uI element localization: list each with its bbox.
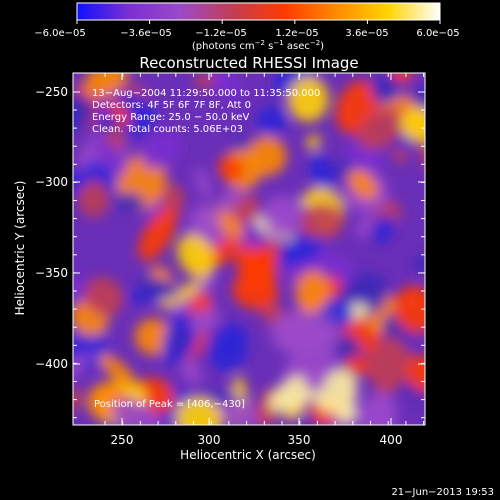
units-exp3: −2 [310, 39, 320, 47]
colorbar-tick-label-1: −3.6e−05 [120, 28, 172, 39]
image-blob [209, 323, 249, 372]
image-blob [359, 391, 397, 425]
image-blob [207, 73, 240, 99]
units-exp1: −2 [255, 39, 265, 47]
image-blob [410, 85, 425, 109]
image-blob [369, 336, 409, 394]
image-blob [233, 195, 260, 224]
units-close: ) [320, 41, 324, 52]
image-blob [175, 396, 223, 425]
colorbar-tick-label-4: 3.6e−05 [345, 28, 388, 39]
annotation-time-range: 13−Aug−2004 11:29:50.000 to 11:35:50.000 [92, 88, 320, 99]
image-blob [334, 256, 353, 288]
image-blob [306, 134, 321, 150]
colorbar-ticks [76, 20, 441, 24]
annotation-energy-range: Energy Range: 25.0 − 50.0 keV [92, 112, 249, 123]
image-blob [356, 107, 406, 150]
image-blob [344, 355, 373, 375]
annotation-detectors: Detectors: 4F 5F 6F 7F 8F, Att 0 [92, 100, 251, 111]
image-blob [309, 155, 335, 190]
x-axis-label: Heliocentric X (arcsec) [180, 448, 316, 462]
image-blob [98, 353, 135, 386]
image-blob [73, 104, 78, 124]
image-blob [372, 214, 395, 244]
y-tick-label-neg400: −400 [35, 357, 68, 371]
image-blob [84, 277, 124, 316]
image-blob [285, 322, 337, 352]
image-blob [78, 180, 110, 218]
colorbar-tick-label-5: 6.0e−05 [416, 28, 459, 39]
image-blob [356, 214, 374, 239]
image-blob [176, 234, 216, 278]
units-main: (photons cm [192, 41, 255, 52]
image-blob [300, 413, 321, 425]
image-blob [138, 207, 177, 261]
units-asec: asec [284, 41, 310, 52]
image-blob [256, 106, 287, 136]
x-tick-label-400: 400 [380, 433, 403, 447]
colorbar-tick-label-0: −6.0e−05 [34, 28, 86, 39]
colorbar-tick-label-3: 1.2e−05 [275, 28, 318, 39]
image-blob [162, 310, 200, 366]
image-blob [195, 167, 211, 200]
image-blob [139, 131, 181, 170]
x-tick-label-350: 350 [288, 433, 311, 447]
image-blob [159, 281, 202, 309]
colorbar-tick-label-2: −1.2e−05 [195, 28, 247, 39]
image-blob [287, 346, 341, 379]
colorbar-units-label: (photons cm−2 s−1 asec−2) [192, 39, 324, 52]
footer-timestamp: 21−Jun−2013 19:53 [391, 487, 494, 498]
image-blob [137, 275, 179, 299]
image-blob [218, 156, 243, 182]
axis-ticks [73, 73, 425, 425]
image-blob [179, 358, 203, 385]
x-tick-label-250: 250 [111, 433, 134, 447]
image-blob [347, 169, 378, 200]
image-blob [73, 352, 92, 390]
plot-frame [72, 72, 426, 426]
image-blob [232, 272, 279, 310]
image-blob [83, 73, 129, 98]
annotation-total-counts: Clean. Total counts: 5.06E+03 [92, 124, 243, 135]
image-blob [93, 137, 127, 175]
image-blob [287, 76, 329, 122]
x-tick-label-300: 300 [198, 433, 221, 447]
y-tick-label-neg350: −350 [35, 266, 68, 280]
image-blob [335, 158, 353, 180]
annotation-peak-position: Position of Peak = [406,−430] [94, 399, 245, 410]
y-tick-label-neg300: −300 [35, 175, 68, 189]
image-blob [402, 355, 425, 394]
image-blob [178, 273, 215, 314]
image-blob [190, 308, 212, 335]
units-s: s [265, 41, 273, 52]
image-blobs [73, 73, 425, 425]
image-blob [390, 73, 413, 84]
image-blob [73, 388, 82, 415]
image-blob [111, 399, 163, 425]
plot-title: Reconstructed RHESSI Image [139, 54, 358, 72]
image-blob [278, 236, 324, 267]
image-area [73, 73, 425, 425]
image-blob [262, 194, 304, 238]
units-exp2: −1 [273, 39, 283, 47]
image-blob [218, 211, 244, 240]
image-blob [297, 203, 345, 240]
image-blob [370, 74, 401, 103]
image-blob [413, 254, 425, 276]
image-blob [295, 270, 330, 313]
image-blob [114, 192, 145, 212]
y-tick-label-neg250: −250 [35, 85, 68, 99]
image-blob [337, 403, 357, 423]
y-axis-label: Heliocentric Y (arcsec) [13, 181, 27, 316]
image-blob [106, 98, 131, 126]
colorbar [76, 2, 441, 21]
image-blob [400, 107, 425, 143]
image-blob [394, 285, 425, 334]
